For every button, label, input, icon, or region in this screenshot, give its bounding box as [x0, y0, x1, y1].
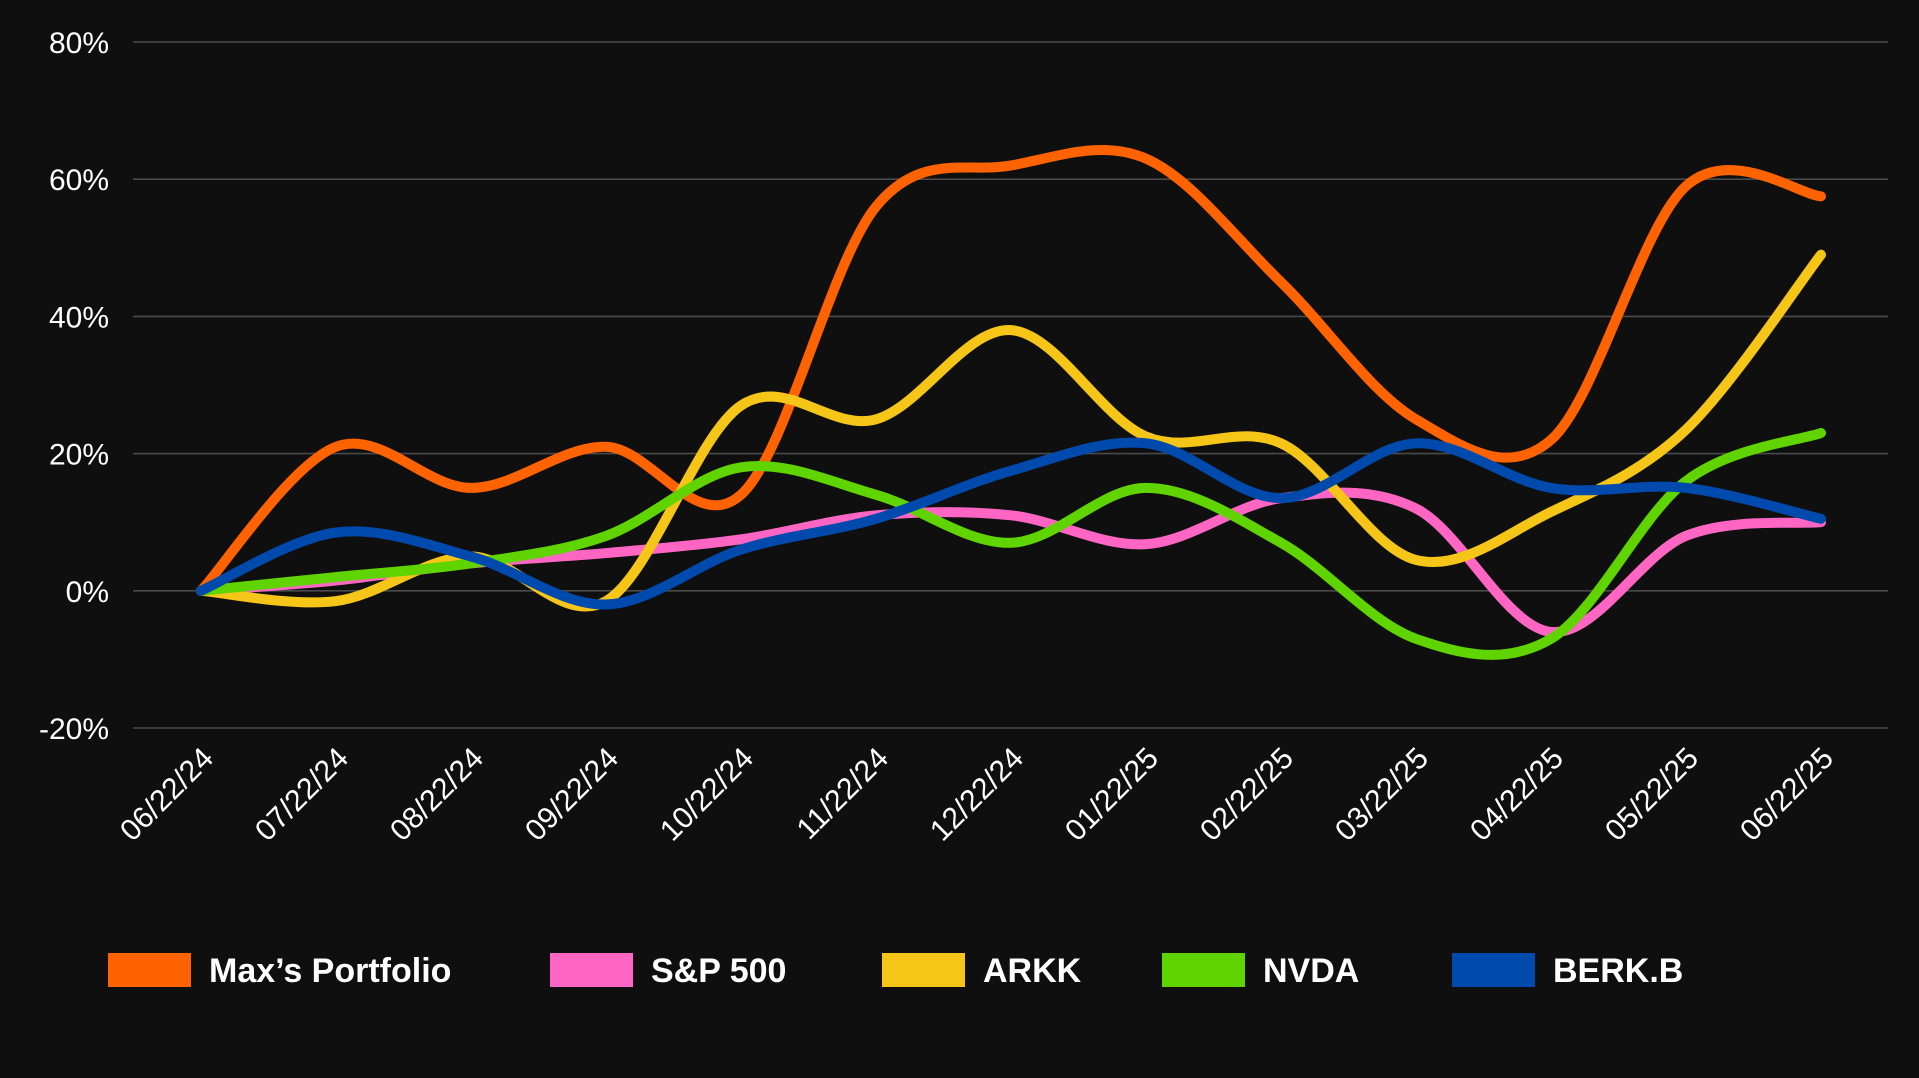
legend-swatch — [1162, 953, 1245, 987]
x-tick-label: 12/22/24 — [924, 742, 1030, 848]
legend-swatch — [1452, 953, 1535, 987]
series-lines — [196, 144, 1826, 660]
legend-label: BERK.B — [1553, 952, 1683, 990]
x-tick-label: 10/22/24 — [654, 742, 760, 848]
x-tick-label: 02/22/25 — [1194, 742, 1300, 848]
legend-item-s-p-500: S&P 500 — [550, 952, 786, 990]
y-tick-label: 0% — [66, 576, 109, 609]
x-tick-label: 03/22/25 — [1329, 742, 1435, 848]
legend-swatch — [882, 953, 965, 987]
x-tick-label: 09/22/24 — [519, 742, 625, 848]
legend-item-berk-b: BERK.B — [1452, 952, 1683, 990]
x-tick-label: 08/22/24 — [384, 742, 490, 848]
x-tick-label: 06/22/25 — [1734, 742, 1840, 848]
x-tick-label: 04/22/25 — [1464, 742, 1570, 848]
legend-item-max-s-portfolio: Max’s Portfolio — [108, 952, 451, 990]
x-tick-label: 05/22/25 — [1599, 742, 1705, 848]
gridlines — [133, 41, 1888, 729]
y-tick-label: 40% — [49, 301, 109, 334]
y-tick-label: 60% — [49, 164, 109, 197]
x-tick-label: 11/22/24 — [791, 742, 895, 846]
series-line-berk-b — [196, 437, 1826, 610]
legend-label: ARKK — [983, 952, 1082, 990]
x-tick-label: 06/22/24 — [114, 742, 220, 848]
x-axis-tick-labels: 06/22/24 07/22/24 08/22/24 09/22/24 10/22/24… — [114, 742, 1840, 848]
legend: Max’s Portfolio S&P 500 ARKK NVDA BERK.B — [108, 952, 1683, 990]
y-tick-label: 20% — [49, 439, 109, 472]
y-tick-label: 80% — [49, 27, 109, 60]
y-tick-label: -20% — [39, 713, 109, 746]
legend-item-nvda: NVDA — [1162, 952, 1359, 990]
legend-label: S&P 500 — [651, 952, 786, 990]
legend-label: NVDA — [1263, 952, 1359, 990]
legend-swatch — [108, 953, 191, 987]
x-tick-label: 07/22/24 — [249, 742, 355, 848]
x-tick-label: 01/22/25 — [1059, 742, 1165, 848]
legend-item-arkk: ARKK — [882, 952, 1082, 990]
series-line-max-s-portfolio — [196, 144, 1826, 596]
legend-label: Max’s Portfolio — [209, 952, 451, 990]
legend-swatch — [550, 953, 633, 987]
y-axis-tick-labels: 80% 60% 40% 20% 0% -20% — [39, 27, 109, 746]
